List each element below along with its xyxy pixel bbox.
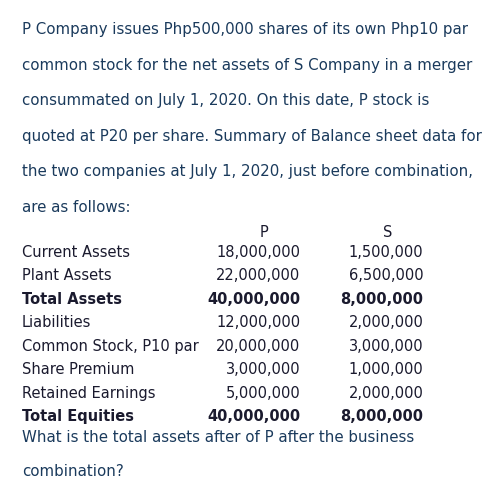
Text: 40,000,000: 40,000,000	[207, 292, 300, 307]
Text: 8,000,000: 8,000,000	[341, 409, 424, 424]
Text: 1,000,000: 1,000,000	[349, 362, 424, 377]
Text: 12,000,000: 12,000,000	[216, 315, 300, 330]
Text: Plant Assets: Plant Assets	[22, 268, 111, 284]
Text: are as follows:: are as follows:	[22, 200, 130, 215]
Text: 20,000,000: 20,000,000	[216, 339, 300, 354]
Text: What is the total assets after of P after the business: What is the total assets after of P afte…	[22, 430, 414, 446]
Text: 5,000,000: 5,000,000	[226, 386, 300, 401]
Text: Total Equities: Total Equities	[22, 409, 134, 424]
Text: P: P	[259, 225, 268, 241]
Text: Current Assets: Current Assets	[22, 245, 130, 260]
Text: quoted at P20 per share. Summary of Balance sheet data for: quoted at P20 per share. Summary of Bala…	[22, 129, 482, 144]
Text: consummated on July 1, 2020. On this date, P stock is: consummated on July 1, 2020. On this dat…	[22, 93, 429, 108]
Text: Share Premium: Share Premium	[22, 362, 134, 377]
Text: 6,500,000: 6,500,000	[349, 268, 424, 284]
Text: Total Assets: Total Assets	[22, 292, 122, 307]
Text: 3,000,000: 3,000,000	[349, 339, 424, 354]
Text: combination?: combination?	[22, 464, 123, 479]
Text: common stock for the net assets of S Company in a merger: common stock for the net assets of S Com…	[22, 58, 472, 73]
Text: P Company issues Php500,000 shares of its own Php10 par: P Company issues Php500,000 shares of it…	[22, 22, 468, 37]
Text: 3,000,000: 3,000,000	[226, 362, 300, 377]
Text: 8,000,000: 8,000,000	[341, 292, 424, 307]
Text: the two companies at July 1, 2020, just before combination,: the two companies at July 1, 2020, just …	[22, 164, 473, 180]
Text: 18,000,000: 18,000,000	[216, 245, 300, 260]
Text: Common Stock, P10 par: Common Stock, P10 par	[22, 339, 198, 354]
Text: Retained Earnings: Retained Earnings	[22, 386, 155, 401]
Text: Liabilities: Liabilities	[22, 315, 91, 330]
Text: 2,000,000: 2,000,000	[348, 315, 424, 330]
Text: 2,000,000: 2,000,000	[348, 386, 424, 401]
Text: 22,000,000: 22,000,000	[216, 268, 300, 284]
Text: S: S	[382, 225, 392, 241]
Text: 1,500,000: 1,500,000	[349, 245, 424, 260]
Text: 40,000,000: 40,000,000	[207, 409, 300, 424]
